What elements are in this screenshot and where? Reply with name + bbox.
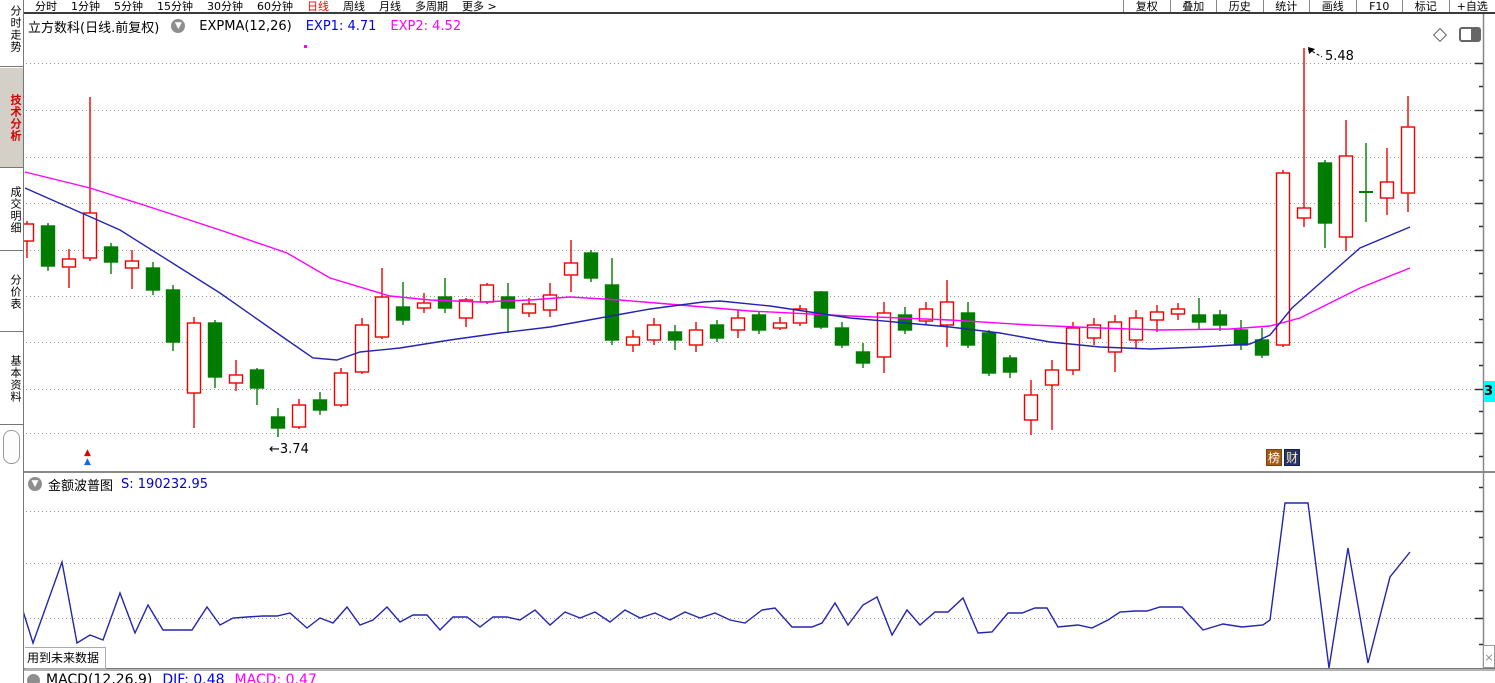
- signal-arrow-red-icon: ▲: [84, 448, 91, 458]
- period-tab-multi[interactable]: 多周期: [415, 0, 448, 13]
- tool-f10[interactable]: F10: [1355, 0, 1403, 12]
- indicator-dot-icon[interactable]: [27, 673, 40, 683]
- period-tab-1min[interactable]: 1分钟: [71, 0, 100, 13]
- high-price-annotation: 5.48: [1325, 49, 1354, 64]
- exp2-stray-dot: [304, 45, 307, 48]
- panel-toggle-icon[interactable]: [1459, 27, 1481, 42]
- tool-statistics[interactable]: 统计: [1262, 0, 1310, 12]
- macd-header-row: MACD(12,26,9) DIF: 0.48 MACD: 0.47: [27, 672, 317, 683]
- exp2-value: EXP2: 4.52: [390, 18, 462, 34]
- chart-corner-icons: [1432, 27, 1481, 42]
- sidebar-collapse-handle[interactable]: [3, 430, 20, 464]
- tool-draw-line[interactable]: 画线: [1309, 0, 1356, 12]
- tool-adjust-rights[interactable]: 复权: [1123, 0, 1170, 12]
- macd-dif-value: DIF: 0.48: [162, 672, 225, 683]
- bang-tag-icon[interactable]: 榜: [1266, 449, 1282, 466]
- macd-indicator-name: MACD(12,26,9): [46, 672, 153, 683]
- cai-tag-icon[interactable]: 财: [1284, 449, 1300, 466]
- diamond-icon[interactable]: [1432, 27, 1448, 42]
- tool-overlay[interactable]: 叠加: [1169, 0, 1217, 12]
- sub-panel-header: ▼ 金额波普图 S: 190232.95: [28, 476, 209, 494]
- future-data-note: 用到未来数据: [25, 647, 107, 669]
- tool-history[interactable]: 历史: [1216, 0, 1263, 12]
- chart-tools-toolbar: 复权 叠加 历史 统计 画线 F10 标记 +自选: [1123, 0, 1495, 12]
- tool-add-watchlist[interactable]: +自选: [1448, 0, 1495, 12]
- indicator-name: EXPMA(12,26): [199, 18, 292, 34]
- period-tab-monthly[interactable]: 月线: [379, 0, 401, 13]
- stock-title: 立方数科(日线.前复权): [28, 20, 160, 36]
- bottom-panel-divider[interactable]: [0, 668, 1495, 671]
- sidebar-tab-technical-analysis[interactable]: 技术分析: [0, 68, 23, 168]
- sidebar-tab-transaction-detail[interactable]: 成交明细: [0, 169, 23, 251]
- period-tab-weekly[interactable]: 周线: [343, 0, 365, 13]
- panel-divider[interactable]: [24, 471, 1495, 473]
- left-sidebar: 分时走势 技术分析 成交明细 分价表 基本资料: [0, 0, 24, 683]
- period-toolbar: 分时 1分钟 5分钟 15分钟 30分钟 60分钟 日线 周线 月线 多周期 更…: [24, 0, 1495, 14]
- period-tab-more[interactable]: 更多 >: [462, 0, 497, 13]
- chevron-down-icon[interactable]: ▼: [171, 19, 186, 33]
- sidebar-tab-minute-trend[interactable]: 分时走势: [0, 0, 23, 67]
- chevron-down-icon[interactable]: ▼: [28, 477, 42, 491]
- period-tab-15min[interactable]: 15分钟: [157, 0, 193, 13]
- signal-arrow-blue-icon: ▲: [84, 457, 91, 467]
- chart-header: 立方数科(日线.前复权) ▼ EXPMA(12,26) EXP1: 4.71 E…: [28, 17, 462, 36]
- period-tab-60min[interactable]: 60分钟: [257, 0, 293, 13]
- exp1-value: EXP1: 4.71: [305, 18, 377, 34]
- sub-indicator-value: S: 190232.95: [121, 476, 209, 492]
- low-price-annotation: ←3.74: [269, 442, 309, 457]
- period-tab-5min[interactable]: 5分钟: [114, 0, 143, 13]
- period-toolbar-left: 分时 1分钟 5分钟 15分钟 30分钟 60分钟 日线 周线 月线 多周期 更…: [28, 0, 504, 13]
- period-tab-daily[interactable]: 日线: [307, 0, 329, 13]
- sub-indicator-name: 金额波普图: [48, 478, 114, 494]
- period-tab-minute[interactable]: 分时: [35, 0, 57, 13]
- macd-macd-value: MACD: 0.47: [234, 672, 317, 683]
- sidebar-tab-basic-info[interactable]: 基本资料: [0, 333, 23, 425]
- sidebar-tab-price-table[interactable]: 分价表: [0, 252, 23, 332]
- period-tab-30min[interactable]: 30分钟: [207, 0, 243, 13]
- right-axis-price-badge: 3: [1484, 381, 1495, 402]
- tool-mark[interactable]: 标记: [1402, 0, 1449, 12]
- close-sub-panel-icon[interactable]: ×: [1483, 645, 1495, 668]
